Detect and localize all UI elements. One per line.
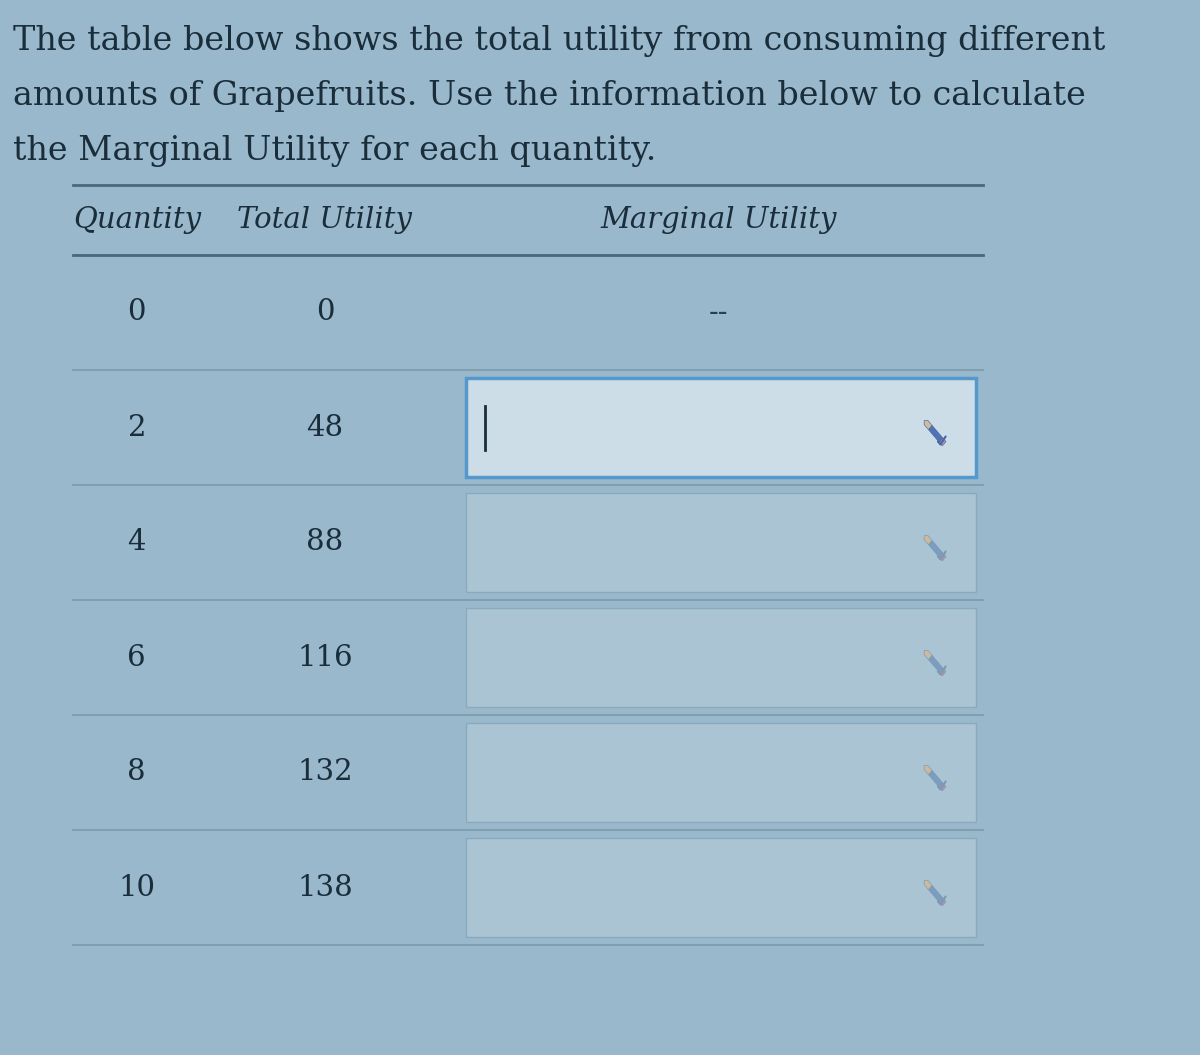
Text: the Marginal Utility for each quantity.: the Marginal Utility for each quantity. <box>13 135 656 167</box>
Polygon shape <box>924 881 932 889</box>
Polygon shape <box>929 655 943 672</box>
Text: 8: 8 <box>127 759 146 786</box>
Text: 48: 48 <box>306 414 343 441</box>
Bar <box>466 838 977 937</box>
Text: amounts of Grapefruits. Use the information below to calculate: amounts of Grapefruits. Use the informat… <box>13 80 1086 112</box>
Polygon shape <box>929 425 943 442</box>
Text: 88: 88 <box>306 529 343 556</box>
Polygon shape <box>940 553 946 561</box>
Polygon shape <box>924 651 932 659</box>
Text: Marginal Utility: Marginal Utility <box>600 206 836 234</box>
Bar <box>466 493 977 592</box>
Text: 2: 2 <box>127 414 146 441</box>
Polygon shape <box>924 536 932 544</box>
Text: 10: 10 <box>119 874 155 902</box>
Bar <box>466 378 977 477</box>
Text: 6: 6 <box>127 644 146 671</box>
Text: 116: 116 <box>298 644 353 671</box>
Bar <box>466 723 977 822</box>
Text: 0: 0 <box>316 299 334 326</box>
Text: 0: 0 <box>127 299 146 326</box>
Polygon shape <box>940 783 946 791</box>
Text: Total Utility: Total Utility <box>238 206 413 234</box>
Text: 138: 138 <box>298 874 353 902</box>
Polygon shape <box>940 898 946 906</box>
Polygon shape <box>929 770 943 787</box>
Polygon shape <box>924 421 932 429</box>
Polygon shape <box>940 668 946 676</box>
Text: --: -- <box>708 299 728 326</box>
Text: Quantity: Quantity <box>73 206 200 234</box>
Polygon shape <box>940 438 946 446</box>
Text: 4: 4 <box>127 529 146 556</box>
Polygon shape <box>929 540 943 557</box>
Text: The table below shows the total utility from consuming different: The table below shows the total utility … <box>13 25 1105 57</box>
Text: 132: 132 <box>298 759 353 786</box>
Polygon shape <box>929 885 943 902</box>
Polygon shape <box>924 766 932 774</box>
Bar <box>466 608 977 707</box>
